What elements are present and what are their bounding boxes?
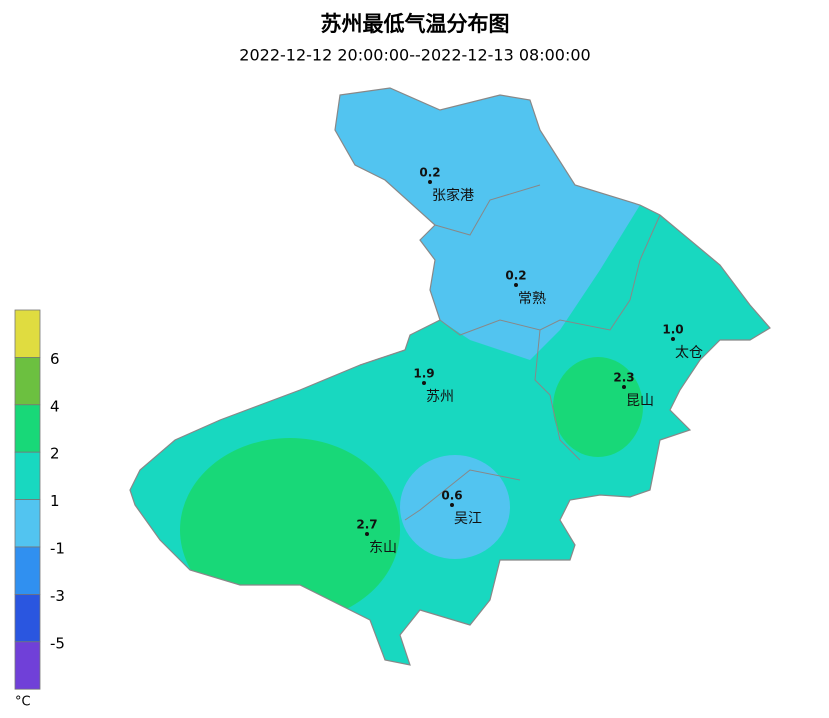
legend-swatch xyxy=(14,594,41,643)
station-name: 太仓 xyxy=(675,345,703,361)
legend-tick-label: -5 xyxy=(50,634,65,652)
legend-tick-label: 1 xyxy=(50,492,60,510)
legend-tick-label: -1 xyxy=(50,540,65,558)
temperature-fill xyxy=(130,88,770,665)
station-name: 苏州 xyxy=(426,389,454,405)
station-dot xyxy=(514,283,518,287)
legend-swatch xyxy=(14,356,41,406)
stations: 0.2 张家港 0.2 常熟 1.0 太仓 1.9 苏州 2.3 昆山 0.6 吴江 2.7 东山 xyxy=(356,166,703,557)
station-value: 1.0 xyxy=(662,323,683,337)
station-dot xyxy=(671,337,675,341)
station-name: 东山 xyxy=(369,540,397,556)
map-title: 苏州最低气温分布图 xyxy=(321,12,510,36)
legend-tick-label: 2 xyxy=(50,445,60,463)
station-dot xyxy=(365,532,369,536)
station-name: 昆山 xyxy=(626,393,654,409)
legend-unit: °C xyxy=(15,695,31,710)
station-dot xyxy=(428,180,432,184)
station-value: 0.2 xyxy=(505,269,526,283)
legend-swatch xyxy=(14,451,41,501)
legend-swatch xyxy=(14,499,41,548)
legend: 6 4 2 1 -1 -3 -5 °C xyxy=(14,309,65,710)
legend-swatch xyxy=(14,546,41,595)
station-value: 2.7 xyxy=(356,518,377,532)
station-dot xyxy=(422,381,426,385)
station-value: 2.3 xyxy=(613,371,634,385)
station-name: 张家港 xyxy=(432,187,474,204)
legend-tick-label: -3 xyxy=(50,587,65,605)
legend-tick-label: 4 xyxy=(50,397,60,415)
legend-swatch xyxy=(14,404,41,453)
station-value: 0.6 xyxy=(441,489,462,503)
legend-swatch xyxy=(14,309,41,358)
legend-tick-label: 6 xyxy=(50,350,60,368)
station-dot xyxy=(450,503,454,507)
legend-swatch xyxy=(14,641,41,690)
station-value: 1.9 xyxy=(413,367,434,381)
station-name: 常熟 xyxy=(518,291,546,307)
station-value: 0.2 xyxy=(419,166,440,180)
station-name: 吴江 xyxy=(454,511,482,527)
station-dot xyxy=(622,385,626,389)
map-subtitle: 2022-12-12 20:00:00--2022-12-13 08:00:00 xyxy=(239,46,590,65)
